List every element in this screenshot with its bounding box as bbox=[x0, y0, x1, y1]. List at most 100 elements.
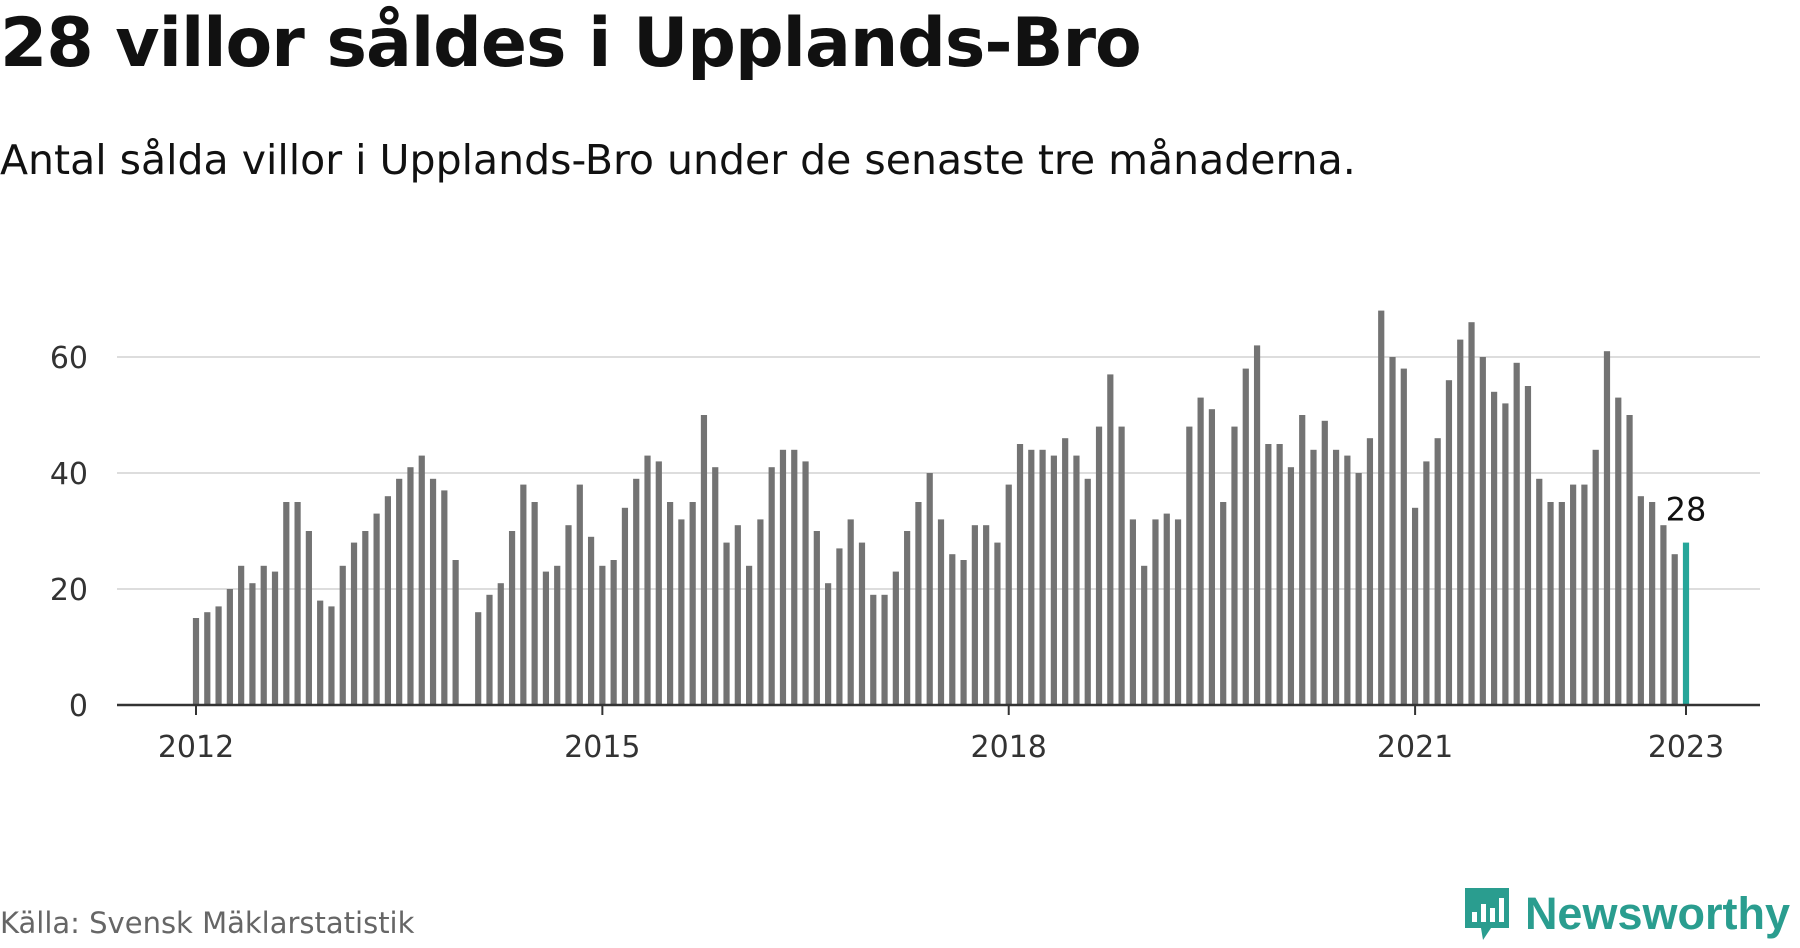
bar bbox=[881, 594, 888, 705]
bar bbox=[858, 542, 866, 705]
x-axis-ticks: 2012 2015 2018 2021 2023 bbox=[158, 705, 1724, 765]
y-axis-ticks: 0 20 40 60 bbox=[50, 341, 88, 724]
bar bbox=[689, 502, 696, 705]
bar bbox=[971, 525, 978, 705]
bar bbox=[294, 502, 301, 705]
y-tick-label: 40 bbox=[50, 457, 88, 492]
bar bbox=[1502, 403, 1509, 705]
bar bbox=[644, 455, 651, 705]
bar bbox=[678, 519, 685, 705]
bar bbox=[1423, 461, 1430, 705]
bar bbox=[328, 606, 335, 705]
bar bbox=[1321, 420, 1328, 705]
bar bbox=[734, 525, 741, 705]
brand-name: Newsworthy bbox=[1524, 888, 1790, 939]
last-value-label: 28 bbox=[1666, 491, 1707, 529]
bar bbox=[1084, 478, 1091, 705]
bar bbox=[260, 565, 267, 705]
bar bbox=[215, 606, 222, 705]
bar bbox=[238, 565, 245, 705]
bar bbox=[825, 583, 832, 705]
bar bbox=[666, 502, 674, 705]
bar bbox=[1660, 525, 1667, 705]
bar bbox=[949, 554, 956, 705]
bar bbox=[418, 455, 425, 705]
bar bbox=[1366, 438, 1374, 705]
bar bbox=[1005, 484, 1012, 705]
bar bbox=[994, 542, 1001, 705]
bar bbox=[396, 478, 403, 705]
bar bbox=[452, 560, 459, 705]
bar bbox=[384, 496, 391, 705]
bar bbox=[700, 415, 708, 705]
x-tick-label: 2012 bbox=[158, 730, 234, 765]
bar bbox=[937, 519, 945, 705]
bar bbox=[531, 502, 538, 705]
bar bbox=[892, 571, 899, 705]
bar bbox=[192, 618, 200, 705]
source-note: Källa: Svensk Mäklarstatistik bbox=[0, 906, 415, 940]
bar bbox=[542, 571, 550, 705]
bar bbox=[768, 467, 775, 705]
bar bbox=[271, 571, 279, 705]
bar bbox=[1332, 449, 1340, 705]
bar bbox=[508, 531, 516, 705]
bar bbox=[520, 484, 527, 705]
bar bbox=[1445, 380, 1453, 705]
bar bbox=[1095, 426, 1103, 705]
bar bbox=[1468, 322, 1475, 705]
bar bbox=[475, 612, 482, 705]
bar bbox=[554, 565, 561, 705]
bar bbox=[1558, 502, 1565, 705]
newsworthy-logo[interactable]: Newsworthy bbox=[1461, 884, 1790, 944]
bar bbox=[1400, 368, 1407, 705]
bar bbox=[1479, 357, 1486, 705]
bar bbox=[407, 467, 414, 705]
x-tick-label: 2015 bbox=[564, 730, 640, 765]
bar bbox=[1073, 455, 1080, 705]
bar bbox=[1028, 449, 1035, 705]
x-tick-label: 2021 bbox=[1377, 730, 1453, 765]
bar bbox=[1152, 519, 1159, 705]
bar bbox=[1276, 444, 1283, 705]
bar bbox=[904, 531, 911, 705]
bar bbox=[1062, 438, 1069, 705]
bar bbox=[1649, 502, 1656, 705]
bar bbox=[847, 519, 854, 705]
bar bbox=[350, 542, 358, 705]
bar bbox=[565, 525, 572, 705]
bar bbox=[915, 502, 922, 705]
bar bbox=[1513, 362, 1520, 705]
bar bbox=[1389, 357, 1396, 705]
bar bbox=[486, 594, 493, 705]
bar bbox=[1671, 554, 1678, 705]
bar bbox=[1265, 444, 1272, 705]
bar bbox=[723, 542, 730, 705]
x-tick-label: 2023 bbox=[1648, 730, 1724, 765]
bar bbox=[1378, 310, 1385, 705]
bars bbox=[192, 310, 1690, 705]
bar bbox=[1570, 484, 1577, 705]
bar bbox=[1231, 426, 1238, 705]
bar bbox=[587, 536, 595, 705]
bar bbox=[1197, 397, 1204, 705]
bar bbox=[802, 461, 809, 705]
bar-latest bbox=[1682, 542, 1690, 705]
bar bbox=[983, 525, 990, 705]
bar bbox=[1592, 449, 1599, 705]
bar bbox=[1186, 426, 1193, 705]
bar bbox=[1491, 391, 1498, 705]
bar bbox=[712, 467, 719, 705]
bar bbox=[870, 594, 877, 705]
bar bbox=[1603, 351, 1611, 705]
bar bbox=[1208, 409, 1216, 705]
bar bbox=[1310, 449, 1317, 705]
bar bbox=[610, 560, 617, 705]
bar bbox=[757, 519, 764, 705]
bar bbox=[779, 449, 787, 705]
bar bbox=[1163, 513, 1170, 705]
newsworthy-logo-icon bbox=[1464, 888, 1509, 940]
bar bbox=[633, 478, 640, 705]
bar bbox=[836, 548, 843, 705]
y-tick-label: 0 bbox=[69, 689, 88, 724]
